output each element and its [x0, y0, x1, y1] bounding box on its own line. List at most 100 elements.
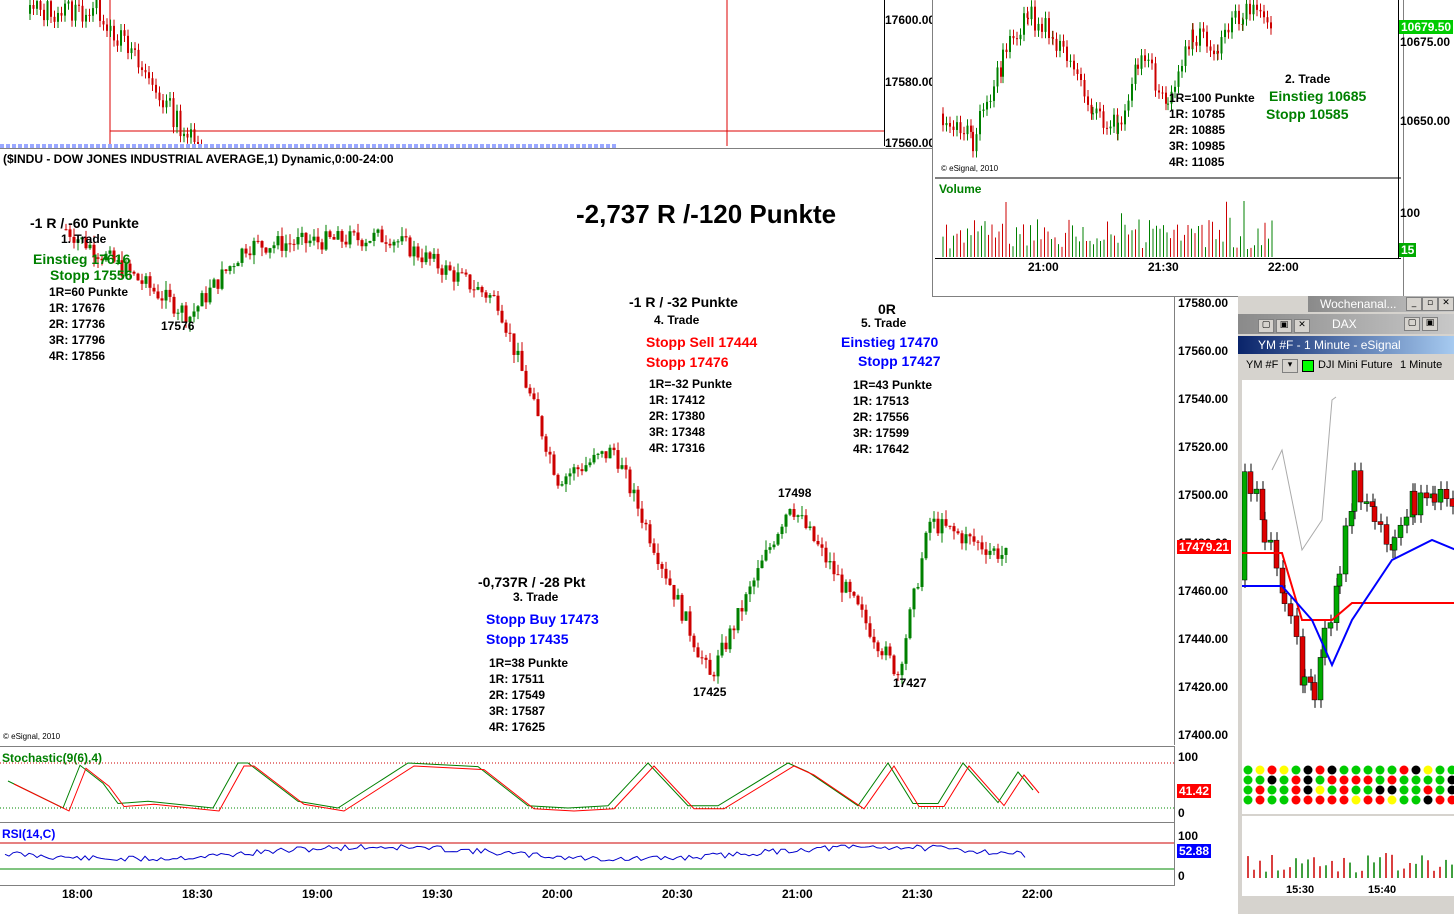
candle	[932, 511, 936, 529]
top-left-scroll-strip[interactable]	[0, 144, 616, 148]
candle	[1120, 116, 1123, 131]
signal-dot	[1411, 795, 1421, 805]
candle	[716, 649, 720, 684]
candle	[46, 0, 49, 27]
candle	[1317, 649, 1324, 708]
candle	[808, 521, 812, 531]
stoch-value: 41.42	[1177, 784, 1212, 798]
price-tick: 17580.00	[1178, 296, 1229, 310]
trade5-line: 4R: 17642	[853, 442, 910, 456]
candle	[68, 225, 72, 242]
candle	[860, 596, 864, 618]
candle	[576, 464, 580, 477]
signal-dot	[1423, 775, 1433, 785]
signal-dot	[1267, 765, 1277, 775]
trade4-line: 2R: 17380	[649, 409, 706, 423]
candle	[208, 279, 212, 305]
signal-dot	[1279, 775, 1289, 785]
candle	[792, 503, 796, 521]
candle	[1206, 25, 1208, 53]
symbol-dropdown[interactable]: ▾	[1282, 359, 1298, 373]
candle	[444, 260, 448, 280]
candle	[836, 564, 840, 576]
signal-dot	[1375, 775, 1385, 785]
maximize-button[interactable]: ▣	[1422, 317, 1438, 331]
ym-chart	[1242, 380, 1454, 780]
candle	[112, 247, 116, 264]
interval-field[interactable]: 1 Minute	[1400, 359, 1443, 371]
candle	[676, 588, 680, 600]
candle	[1019, 28, 1022, 46]
candle	[912, 587, 916, 618]
signal-dot	[1423, 795, 1433, 805]
minimize-button[interactable]: ▢	[1258, 319, 1274, 333]
stochastic-label: Stochastic(9(6),4)	[2, 751, 103, 765]
window-ym[interactable]: YM #F - 1 Minute - eSignal	[1238, 336, 1454, 354]
window-wochenanalyse[interactable]: Wochenanal... _ ▫ ✕	[1308, 296, 1454, 312]
time-tick: 15:40	[1368, 884, 1397, 896]
candle	[1151, 53, 1153, 70]
candle	[516, 342, 520, 363]
signal-dot	[1387, 765, 1397, 775]
close-button[interactable]: ✕	[1294, 319, 1310, 333]
candle	[942, 107, 944, 132]
minimize-button[interactable]: _	[1406, 297, 1422, 311]
candle	[1252, 0, 1255, 21]
candle	[162, 94, 164, 114]
candle	[936, 511, 940, 536]
trade1-line: 3R: 17796	[49, 333, 106, 347]
trade2-line: 4R: 11085	[1169, 155, 1225, 169]
candle	[1213, 44, 1215, 61]
candle	[544, 433, 548, 457]
candle	[260, 240, 264, 257]
signal-dot	[1363, 795, 1373, 805]
price-label-low1: 17576	[161, 319, 195, 333]
candle	[548, 446, 552, 464]
candle	[508, 323, 512, 342]
candle	[732, 625, 736, 640]
stoch-tick: 0	[1178, 806, 1185, 820]
candle	[800, 506, 804, 520]
candle	[1363, 493, 1370, 512]
candle	[1449, 490, 1454, 515]
price-tick: 10675.00	[1400, 35, 1451, 49]
candle	[436, 248, 440, 274]
candle	[1073, 54, 1075, 76]
signal-dot	[1327, 775, 1337, 785]
candle	[348, 225, 352, 249]
candle	[488, 292, 492, 304]
candle	[1092, 106, 1094, 120]
candle	[972, 528, 976, 546]
ym-blue-line	[1242, 538, 1454, 668]
symbol-field[interactable]: YM #F	[1246, 359, 1279, 371]
candle	[612, 443, 616, 456]
window-dax[interactable]: ▢ ▣ ✕ DAX ▢ ▣	[1238, 314, 1454, 334]
candle	[1238, 4, 1240, 31]
candle	[988, 542, 992, 559]
signal-dot	[1303, 765, 1313, 775]
candle	[984, 541, 988, 564]
signal-dot	[1351, 785, 1361, 795]
candle	[284, 234, 288, 258]
candle	[85, 8, 87, 28]
candle	[664, 561, 668, 585]
maximize-button[interactable]: ▫	[1422, 297, 1438, 311]
candle	[188, 315, 192, 332]
candle	[1090, 98, 1093, 120]
candle	[1249, 0, 1251, 21]
candle	[1266, 10, 1269, 29]
minimize-button[interactable]: ▢	[1404, 317, 1420, 331]
candle	[952, 522, 956, 540]
candle	[197, 135, 199, 146]
candle	[1199, 22, 1201, 53]
maximize-button[interactable]: ▣	[1276, 319, 1292, 333]
candle	[1012, 29, 1015, 45]
top-left-candles	[29, 0, 884, 146]
candle	[1048, 11, 1050, 45]
trade4-line: 1R: 17412	[649, 393, 706, 407]
ym-gray-line	[1271, 396, 1337, 552]
trade4-num: 4. Trade	[654, 313, 700, 327]
signal-dot	[1267, 785, 1277, 795]
candle	[972, 125, 974, 158]
close-button[interactable]: ✕	[1438, 297, 1454, 311]
